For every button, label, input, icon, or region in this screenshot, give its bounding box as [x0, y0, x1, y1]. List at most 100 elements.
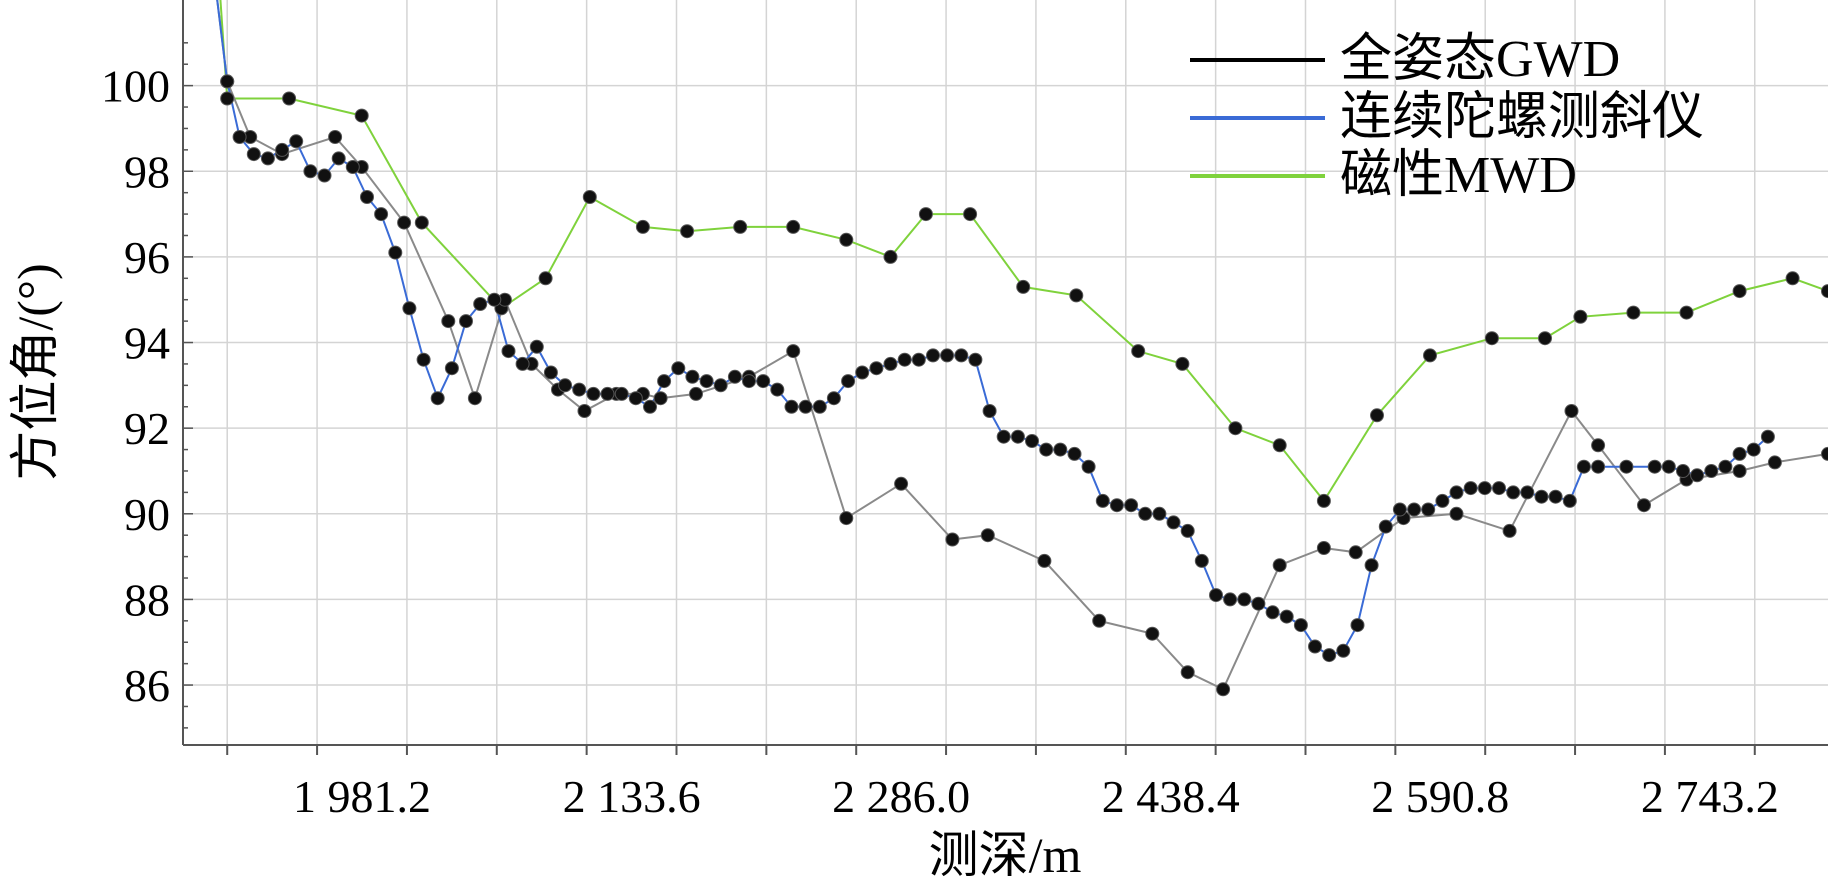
x-tick-labels: 1 981.2 2 133.6 2 286.0 2 438.4 2 590.8 2 743… [293, 771, 1779, 822]
series-point-1 [1209, 588, 1223, 603]
series-point-1 [1407, 502, 1422, 517]
series-point-1 [1435, 493, 1450, 508]
series-point-0 [1821, 446, 1828, 461]
series-point-1 [614, 386, 629, 401]
x-tick-label: 1 981.2 [293, 771, 431, 822]
series-point-1 [671, 361, 686, 376]
series-point-1 [1690, 468, 1705, 483]
series-point-2 [635, 219, 650, 234]
series-point-2 [220, 91, 235, 106]
series-point-2 [1316, 493, 1331, 508]
series-point-1 [444, 361, 459, 376]
series-point-1 [897, 352, 912, 367]
series-point-1 [855, 365, 870, 380]
series-point-1 [798, 399, 813, 414]
series-point-1 [713, 378, 728, 393]
series-point-1 [869, 361, 884, 376]
series-point-1 [1506, 485, 1521, 500]
series-point-2 [1573, 309, 1588, 324]
series-point-1 [345, 160, 360, 174]
y-tick-label: 92 [124, 403, 170, 454]
series-point-1 [784, 399, 799, 414]
series-point-1 [699, 374, 714, 389]
series-point-2 [883, 249, 898, 264]
series-point-1 [558, 378, 573, 393]
series-point-1 [1124, 498, 1139, 513]
series-point-2 [538, 271, 553, 286]
series-point-0 [397, 215, 412, 230]
plot-frame [182, 0, 1828, 755]
series-point-1 [1053, 442, 1068, 457]
series-point-2 [1272, 438, 1287, 453]
y-tick-label: 86 [124, 660, 170, 711]
series-point-1 [1039, 442, 1054, 457]
series-point-1 [685, 369, 700, 384]
legend: 全姿态GWD 连续陀螺测斜仪 磁性MWD [1190, 31, 1704, 204]
series-point-1 [260, 151, 275, 166]
series-point-1 [600, 386, 615, 401]
series-point-0 [1591, 438, 1606, 453]
series-point-1 [1562, 493, 1577, 508]
series-point-1 [501, 344, 516, 359]
series-point-1 [515, 356, 530, 371]
series-point-2 [1484, 331, 1499, 346]
legend-label-gyro: 连续陀螺测斜仪 [1340, 89, 1704, 146]
series-point-0 [1037, 553, 1052, 568]
series-markers [220, 74, 1828, 697]
series-point-1 [1548, 489, 1563, 504]
series-point-2 [1626, 305, 1641, 320]
series-point-1 [657, 374, 672, 389]
series-point-1 [1237, 592, 1252, 607]
series-point-1 [1293, 618, 1308, 633]
y-tick-labels: 86 88 90 92 94 96 98 100 [101, 61, 170, 711]
series-point-0 [1767, 455, 1782, 470]
series-point-2 [918, 207, 933, 222]
series-point-1 [1449, 485, 1464, 500]
y-tick-label: 94 [124, 318, 170, 369]
x-axis-title: 测深/m [929, 827, 1082, 883]
y-tick-label: 90 [124, 489, 170, 540]
series-point-1 [1138, 506, 1153, 521]
series-point-0 [1316, 541, 1331, 555]
grid [183, 0, 1828, 745]
series-point-1 [1718, 459, 1733, 474]
series-point-0 [894, 476, 909, 491]
series-point-1 [1152, 506, 1167, 521]
series-point-2 [1016, 279, 1031, 294]
series-point-1 [628, 391, 643, 406]
series-point-1 [289, 134, 304, 149]
series-point-1 [1477, 481, 1492, 496]
series-point-2 [680, 224, 695, 239]
series-point-1 [1194, 553, 1209, 568]
series-point-1 [543, 365, 558, 380]
series-point-0 [1502, 523, 1517, 538]
series-point-1 [1676, 464, 1690, 478]
series-point-2 [1538, 331, 1552, 346]
series-point-0 [1145, 626, 1160, 641]
series-point-1 [883, 356, 898, 371]
series-point-1 [982, 404, 997, 418]
series-point-1 [1166, 515, 1181, 530]
series-point-2 [963, 207, 978, 222]
series-point-1 [416, 352, 431, 367]
legend-label-mwd: 磁性MWD [1340, 147, 1577, 204]
series-point-2 [1370, 408, 1384, 423]
series-point-1 [1223, 592, 1238, 607]
series-point-1 [1265, 605, 1280, 620]
series-point-0 [1272, 558, 1287, 573]
series-point-0 [689, 386, 703, 401]
series-point-0 [1449, 506, 1464, 521]
series-point-0 [1092, 613, 1107, 628]
series-point-2 [1679, 305, 1694, 320]
series-point-0 [577, 404, 592, 418]
series-point-1 [220, 74, 235, 89]
series-point-0 [1216, 682, 1231, 697]
x-tick-label: 2 286.0 [832, 771, 970, 822]
series-point-1 [1591, 459, 1606, 474]
series-point-1 [1364, 558, 1379, 573]
series-point-1 [487, 292, 502, 307]
series-point-0 [467, 391, 482, 406]
series-point-1 [1392, 502, 1407, 517]
series-point-1 [1251, 596, 1266, 611]
series-point-1 [1336, 643, 1351, 658]
